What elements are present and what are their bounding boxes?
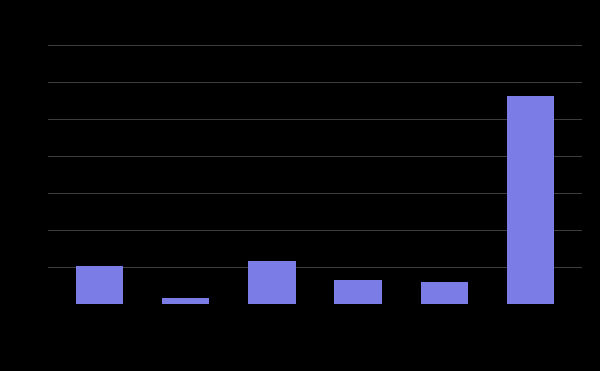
Bar <box>506 96 554 304</box>
Bar <box>162 298 209 304</box>
Bar <box>421 282 468 304</box>
Bar <box>76 266 124 304</box>
Bar <box>248 261 296 304</box>
Bar <box>334 280 382 304</box>
